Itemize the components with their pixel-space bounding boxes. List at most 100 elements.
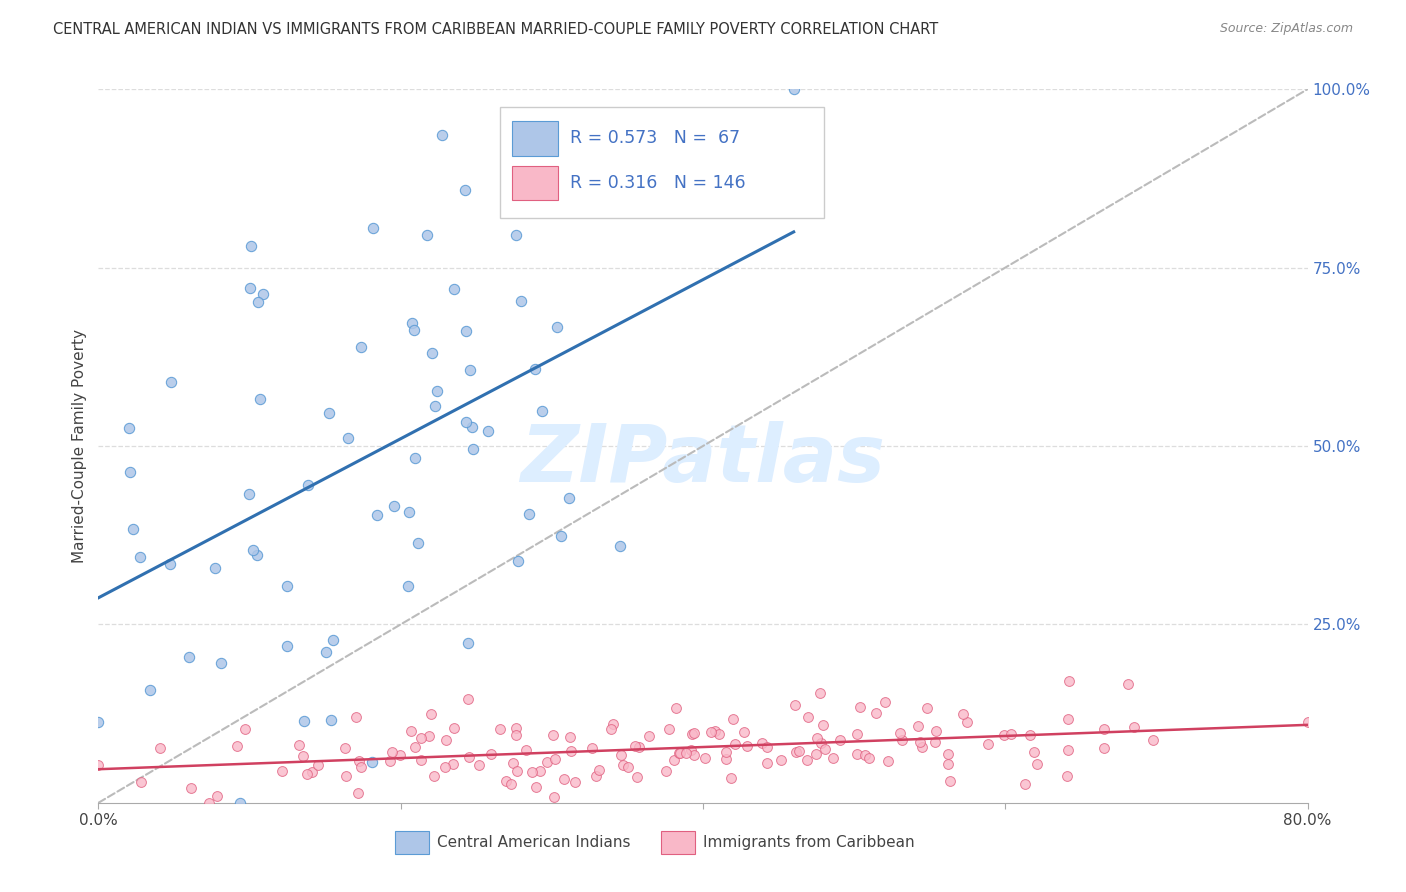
Point [149,740,172,755]
Point [669,746,692,760]
Point [335,741,357,756]
Point [297,766,319,780]
Point [564,775,586,789]
Point [247,294,270,309]
Point [454,324,477,338]
Point [433,760,456,774]
Point [509,153,531,168]
Point [479,747,502,761]
Text: R = 0.316   N = 146: R = 0.316 N = 146 [569,174,745,192]
Point [515,743,537,757]
Point [1019,728,1042,742]
Point [908,735,931,749]
Point [529,764,551,779]
Point [335,769,357,783]
Point [378,754,401,768]
Point [396,579,419,593]
Point [891,733,914,747]
Point [381,745,404,759]
Bar [661,831,695,855]
Point [506,554,529,568]
Point [553,772,575,787]
Point [460,420,482,434]
Point [889,726,911,740]
Point [422,346,444,360]
Point [456,415,478,429]
Point [695,750,717,764]
Point [159,557,181,571]
Point [783,698,806,712]
Point [318,407,340,421]
Point [658,722,681,736]
Point [297,478,319,492]
Point [952,706,974,721]
Point [242,542,264,557]
Point [443,282,465,296]
Point [292,714,315,728]
Point [271,764,294,779]
Point [612,757,634,772]
Point [977,737,1000,751]
Point [301,765,323,780]
Point [399,724,422,739]
Point [233,722,256,736]
Point [877,755,900,769]
Point [204,561,226,575]
Point [87,714,110,729]
Point [723,712,745,726]
Point [993,728,1015,742]
Point [755,739,778,754]
Bar [395,831,429,855]
Point [524,780,547,794]
Point [382,499,405,513]
Point [366,508,388,522]
Point [177,650,200,665]
Point [129,549,152,564]
Point [683,726,706,740]
Point [1092,741,1115,756]
Point [1057,713,1080,727]
Point [398,505,420,519]
Point [810,736,832,750]
Point [347,786,370,800]
Point [637,729,659,743]
Text: ZIPatlas: ZIPatlas [520,421,886,500]
Point [319,713,342,727]
Point [1025,756,1047,771]
Point [404,451,426,466]
Point [388,747,411,762]
Point [350,340,373,354]
Point [956,715,979,730]
Point [531,404,554,418]
Point [409,753,432,767]
Point [806,747,828,761]
Point [506,764,529,779]
Point [426,384,449,398]
Point [917,701,939,715]
Point [238,487,260,501]
Point [458,750,481,764]
Point [502,756,524,770]
Point [789,744,811,758]
Point [418,729,440,743]
Point [510,294,533,309]
Point [1123,720,1146,734]
Point [307,758,329,772]
Point [416,228,439,243]
Point [129,775,152,789]
Point [443,721,465,735]
Point [550,529,572,543]
Point [936,747,959,762]
Point [599,722,621,736]
Point [681,743,703,757]
Point [118,465,141,479]
Point [796,754,818,768]
Point [430,128,453,143]
Point [875,695,897,709]
Point [1024,745,1046,759]
Point [434,733,457,747]
Text: CENTRAL AMERICAN INDIAN VS IMMIGRANTS FROM CARIBBEAN MARRIED-COUPLE FAMILY POVER: CENTRAL AMERICAN INDIAN VS IMMIGRANTS FR… [53,22,939,37]
Point [770,753,793,767]
Point [198,796,221,810]
Point [939,774,962,789]
